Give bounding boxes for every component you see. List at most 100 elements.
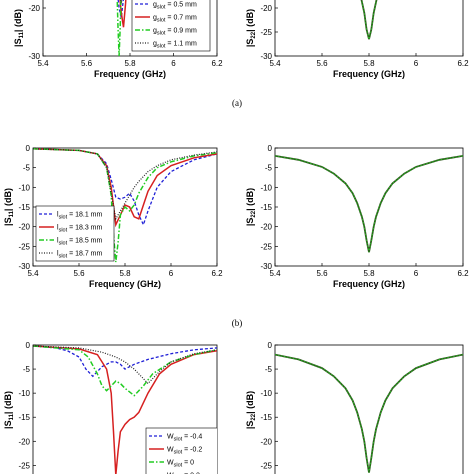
x-tick-label: 5.6 <box>316 269 328 278</box>
legend: gslot = 0.5 mm gslot = 0.7 mm gslot = 0.9 … <box>131 0 211 52</box>
y-tick-label: -5 <box>23 365 31 374</box>
y-axis-label: |S22| (dB) <box>245 188 257 226</box>
y-tick-label: -10 <box>18 389 30 398</box>
x-tick-label: 6.2 <box>457 269 469 278</box>
y-tick-label: -10 <box>18 183 30 192</box>
plot-frame <box>32 344 218 474</box>
series-line-w-slot-0p2 <box>33 345 217 474</box>
x-tick-label: 6 <box>169 269 174 278</box>
legend-entry-g-slot-1p1-mm: gslot = 1.1 mm <box>153 41 197 50</box>
y-axis-label: |S11| (dB) <box>13 9 25 47</box>
y-tick-label: -20 <box>260 4 272 13</box>
x-axis-label: Frequency (GHz) <box>89 279 161 289</box>
series-line-combined <box>275 353 463 473</box>
series-line-combined <box>275 155 463 253</box>
series-line-w-slot-0 <box>33 345 217 397</box>
y-tick-label: -25 <box>260 461 272 470</box>
x-tick-label: 5.4 <box>37 59 49 68</box>
legend-entry-w-slot-0p2: Wslot = 0.2 <box>167 473 200 474</box>
series-line-w-slot-0p2 <box>33 345 217 385</box>
legend-entry-g-slot-0p5-mm: gslot = 0.5 mm <box>153 2 197 11</box>
chart-c-right: 0 -5 -10 -15 -20 -25 |S22| (dB) <box>245 341 464 474</box>
legend-entry-l-slot-18p3-mm: lslot = 18.3 mm <box>57 225 103 234</box>
y-tick-label: -15 <box>18 203 30 212</box>
plot-frame <box>274 0 464 57</box>
y-axis-label: |S22| (dB) <box>245 9 257 47</box>
legend-entry-w-slot-0p4: Wslot = -0.4 <box>167 434 202 443</box>
chart-a-left: 5.4 5.6 5.8 6 6.2 -20 -30 Frequency (GHz) |S11| … <box>13 0 223 79</box>
y-tick-label: -5 <box>265 365 273 374</box>
y-tick-label: -5 <box>23 164 31 173</box>
y-tick-label: -20 <box>28 4 40 13</box>
y-tick-label: -10 <box>260 389 272 398</box>
y-axis-label: |S22| (dB) <box>245 391 257 429</box>
x-tick-label: 5.8 <box>363 269 375 278</box>
x-tick-label: 5.8 <box>363 59 375 68</box>
x-axis-label: Frequency (GHz) <box>94 69 166 79</box>
x-tick-label: 6 <box>414 269 419 278</box>
legend: lslot = 18.1 mm lslot = 18.3 mm lslot = 18… <box>35 205 115 262</box>
panel-label-a: (a) <box>232 98 242 108</box>
x-axis-label: Frequency (GHz) <box>333 279 405 289</box>
series-line-w-slot-0p4 <box>33 345 217 378</box>
y-tick-label: -15 <box>260 203 272 212</box>
y-tick-label: -30 <box>18 262 30 271</box>
chart-a-right: 5.4 5.6 5.8 6 6.2 -20 -25 -30 Frequency (GHz) |S2… <box>245 0 469 79</box>
series-line-l-slot-18p5-mm <box>33 148 217 263</box>
x-tick-label: 6 <box>171 59 176 68</box>
series-line-combined <box>360 0 378 40</box>
y-axis-label: |S11| (dB) <box>3 188 15 226</box>
x-tick-label: 6.2 <box>457 59 469 68</box>
y-tick-label: 0 <box>268 144 273 153</box>
x-tick-label: 5.6 <box>316 59 328 68</box>
plot-frame <box>274 344 464 474</box>
series-line-g-slot-0p5-mm <box>117 0 124 18</box>
series-line-l-slot-18p1-mm <box>33 148 217 227</box>
series-line-overlay <box>361 0 377 40</box>
x-tick-label: 5.6 <box>81 59 93 68</box>
legend-entry-w-slot-0p2: Wslot = -0.2 <box>167 447 202 456</box>
panel-label-b: (b) <box>232 318 243 328</box>
legend-entry-g-slot-0p7-mm: gslot = 0.7 mm <box>153 15 197 24</box>
legend-entry-l-slot-18p7-mm: lslot = 18.7 mm <box>57 251 103 260</box>
y-axis-label: |S11| (dB) <box>3 391 15 429</box>
x-axis-label: Frequency (GHz) <box>333 69 405 79</box>
series-line-g-slot-1p1-mm <box>120 0 123 4</box>
y-tick-label: 0 <box>26 341 31 350</box>
chart-c-left: 0-5-10-15-20-25|S11| (dB)Wslot = -0.4Wsl… <box>3 341 218 474</box>
x-tick-label: 5.8 <box>119 269 131 278</box>
y-tick-label: -20 <box>18 437 30 446</box>
x-tick-label: 5.4 <box>269 59 281 68</box>
series-line-g-slot-0p7-mm <box>119 0 127 28</box>
y-tick-label: -15 <box>18 413 30 422</box>
y-tick-label: -20 <box>18 223 30 232</box>
y-tick-label: -30 <box>260 262 272 271</box>
x-tick-label: 5.4 <box>27 269 39 278</box>
legend-entry-g-slot-0p9-mm: gslot = 0.9 mm <box>153 28 197 37</box>
y-tick-label: -15 <box>260 413 272 422</box>
x-tick-label: 6 <box>414 59 419 68</box>
legend: Wslot = -0.4 Wslot = -0.2 Wslot = 0 Wslot =… <box>145 427 217 474</box>
chart-b-right: 5.4 5.6 5.8 6 6.2 0 -5 -10 -15 -20 -25 -30 Frequency… <box>245 144 469 289</box>
series-line-overlay <box>275 354 463 473</box>
y-tick-label: -5 <box>265 164 273 173</box>
y-tick-label: -25 <box>18 242 30 251</box>
y-tick-label: -10 <box>260 183 272 192</box>
series-line-g-slot-0p9-mm <box>116 0 122 56</box>
y-tick-label: -20 <box>260 223 272 232</box>
legend-entry-w-slot-0: Wslot = 0 <box>167 460 194 469</box>
x-tick-label: 6.2 <box>211 269 223 278</box>
y-tick-label: -25 <box>260 28 272 37</box>
legend-entry-l-slot-18p5-mm: lslot = 18.5 mm <box>57 238 103 247</box>
y-tick-label: -30 <box>260 52 272 61</box>
series-line-l-slot-18p7-mm <box>33 148 217 221</box>
y-tick-label: 0 <box>26 144 31 153</box>
x-tick-label: 5.8 <box>124 59 136 68</box>
chart-b-left: 5.4 5.6 5.8 6 6.2 0 -5 -10 -15 -20 -25 -30 Frequency… <box>3 144 223 289</box>
y-tick-label: -20 <box>260 437 272 446</box>
x-tick-label: 5.6 <box>73 269 85 278</box>
series-line-overlay <box>275 155 463 253</box>
y-tick-label: -30 <box>28 52 40 61</box>
y-tick-label: -25 <box>260 242 272 251</box>
